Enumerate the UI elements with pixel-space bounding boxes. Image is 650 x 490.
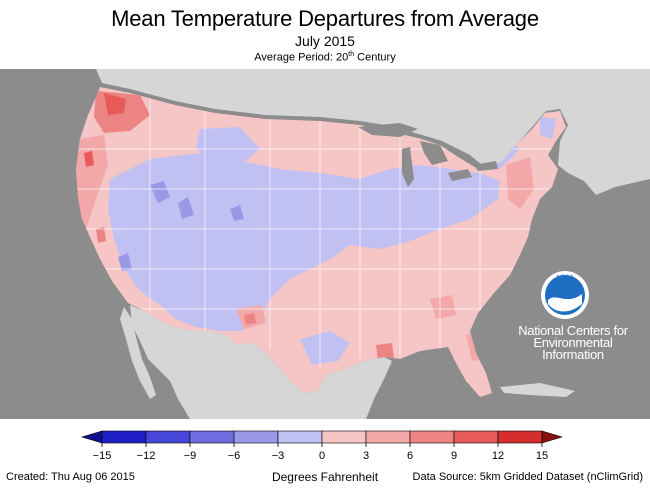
legend-tick-label: −9 <box>184 450 197 462</box>
caribbean-land <box>500 383 575 397</box>
legend-swatch <box>189 430 235 444</box>
baja-land <box>120 307 156 399</box>
org-name: National Centers for Environmental Infor… <box>518 323 628 362</box>
legend-swatch <box>145 430 191 444</box>
legend-tick-label: −15 <box>93 450 112 462</box>
color-legend: −15 −12 −9 −6 −3 0 3 6 9 12 15 <box>80 430 564 462</box>
mexico-land <box>130 305 392 419</box>
legend-swatch <box>497 430 543 444</box>
legend-tick-label: −12 <box>137 450 156 462</box>
legend-swatch <box>101 430 147 444</box>
legend-swatch <box>365 430 411 444</box>
legend-swatch <box>409 430 455 444</box>
legend-tick-label: 6 <box>407 450 413 462</box>
average-period: Average Period: 20th Century <box>254 51 396 64</box>
legend-tick-label: −3 <box>272 450 285 462</box>
legend-tick-label: 12 <box>492 450 504 462</box>
legend-arrow-low <box>80 430 103 444</box>
legend-units: Degrees Fahrenheit <box>271 470 379 484</box>
legend-tick-label: −6 <box>228 450 241 462</box>
legend-tick-label: 0 <box>319 450 325 462</box>
legend-swatch <box>233 430 279 444</box>
noaa-logo: NOAA <box>541 271 589 319</box>
legend-tick-label: 9 <box>451 450 457 462</box>
great-lakes <box>358 123 498 187</box>
legend-tick-label: 15 <box>536 450 548 462</box>
legend-arrow-high <box>541 430 564 444</box>
data-source: Data Source: 5km Gridded Dataset (nClimG… <box>412 471 643 483</box>
temperature-map <box>0 69 650 419</box>
created-date: Created: Thu Aug 06 2015 <box>6 471 135 483</box>
map-title: Mean Temperature Departures from Average <box>111 6 539 31</box>
noaa-logo-text: NOAA <box>556 275 573 281</box>
legend-swatch <box>453 430 499 444</box>
legend-tick-label: 3 <box>363 450 369 462</box>
legend-swatch <box>321 430 367 444</box>
map-subtitle: July 2015 <box>295 33 355 49</box>
legend-swatch <box>277 430 323 444</box>
state-borders <box>76 89 560 369</box>
